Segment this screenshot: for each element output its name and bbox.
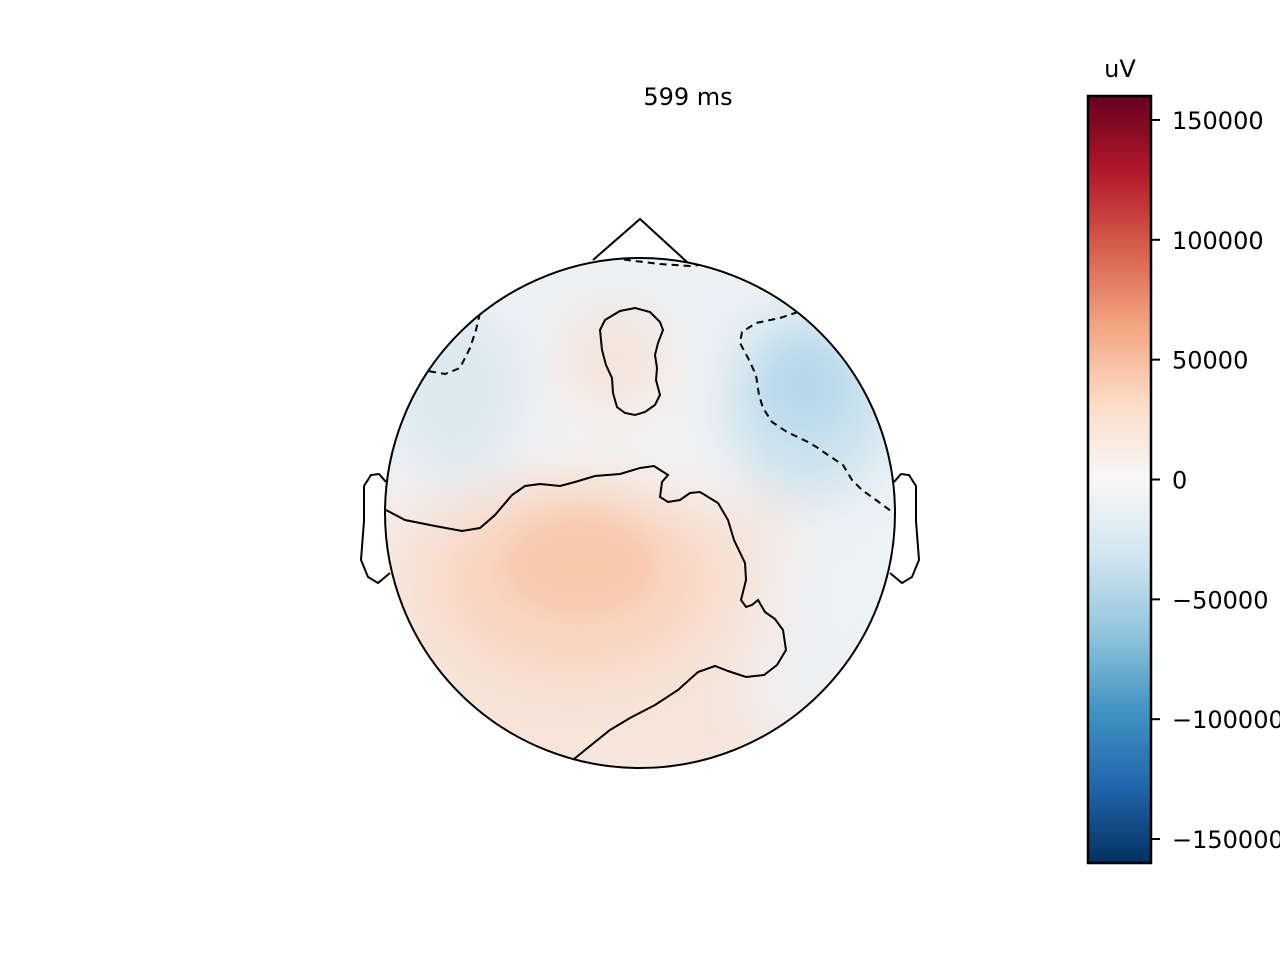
frontal-island-region (560, 305, 670, 415)
zero-contour-frontal-island (598, 306, 665, 417)
heat-blobs-large (385, 258, 895, 768)
contour-lines-dashed (427, 258, 895, 515)
negative-contour-right (738, 311, 895, 515)
right-lower-region (750, 640, 850, 740)
heat-blobs-core (505, 345, 845, 615)
left-ear (359, 472, 391, 585)
negative-contour-left (427, 312, 481, 376)
colorbar-tick-label: 100000 (1172, 227, 1264, 255)
chart-title: 599 ms (643, 83, 732, 111)
zero-contour-central (385, 464, 788, 760)
colorbar-tick-label: −50000 (1172, 586, 1268, 614)
colorbar-tick-label: −150000 (1172, 826, 1280, 854)
colorbar-fill (1088, 96, 1151, 863)
scalp-heatmap (385, 258, 895, 768)
contour-lines (385, 306, 788, 760)
colorbar-tick-label: −100000 (1172, 706, 1280, 734)
head-outline (384, 257, 896, 769)
colorbar: uV 150000 100000 50000 0 −50000 −100000 −15000… (1086, 55, 1280, 865)
nose (592, 217, 688, 263)
colorbar-tick-label: 50000 (1172, 347, 1248, 375)
right-ear (889, 472, 921, 585)
right-frontal-core (765, 345, 845, 425)
colorbar-ticks: 150000 100000 50000 0 −50000 −100000 −150000 (1151, 107, 1280, 854)
colorbar-tick-label: 150000 (1172, 107, 1264, 135)
left-central-core (505, 515, 655, 615)
colorbar-tick-label: 0 (1172, 467, 1187, 495)
negative-contour-frontal (611, 258, 709, 268)
colorbar-label: uV (1104, 55, 1136, 83)
left-frontal-region (385, 295, 530, 485)
head-accessories (359, 217, 921, 585)
